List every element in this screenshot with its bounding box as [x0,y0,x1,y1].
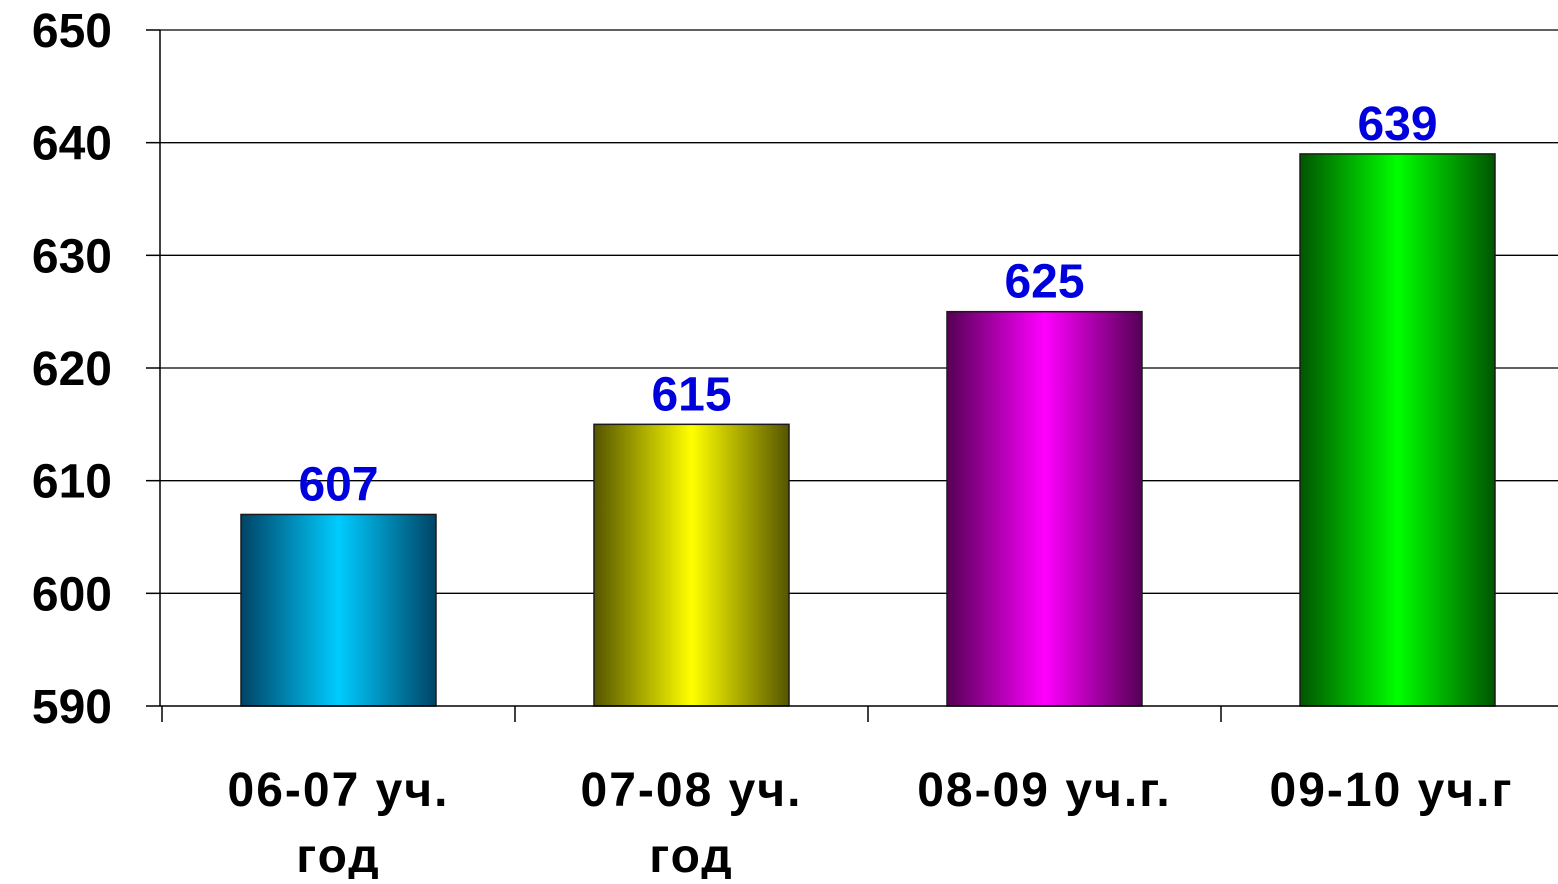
y-tick-label-650: 650 [32,5,112,58]
y-tick-label-630: 630 [32,230,112,283]
x-tick-label-0-line-1: год [296,830,381,879]
bars [240,153,1496,707]
bar-0 [240,513,437,707]
bar-1 [593,423,790,707]
axes [146,29,1558,722]
y-tick-label-620: 620 [32,343,112,396]
data-label-3: 639 [1357,98,1437,151]
x-tick-label-0-line-0: 06-07 уч. [228,764,450,817]
bar-2 [946,310,1143,707]
labels: 607 06-07 уч. год 615 07-08 уч. год 625 08-09 у… [32,5,1514,883]
x-tick-label-1-line-1: год [649,830,734,879]
bar-3 [1299,153,1496,707]
y-tick-label-600: 600 [32,568,112,621]
x-tick-label-3: 09-10 уч.г [1270,764,1514,817]
y-tick-label-610: 610 [32,456,112,509]
data-label-2: 625 [1004,256,1084,309]
y-tick-label-640: 640 [32,118,112,171]
data-label-1: 615 [651,368,731,421]
data-label-0: 607 [298,458,378,511]
x-tick-label-2: 08-09 уч.г. [917,764,1172,817]
y-tick-label-590: 590 [32,681,112,734]
x-tick-label-1-line-0: 07-08 уч. [581,764,803,817]
